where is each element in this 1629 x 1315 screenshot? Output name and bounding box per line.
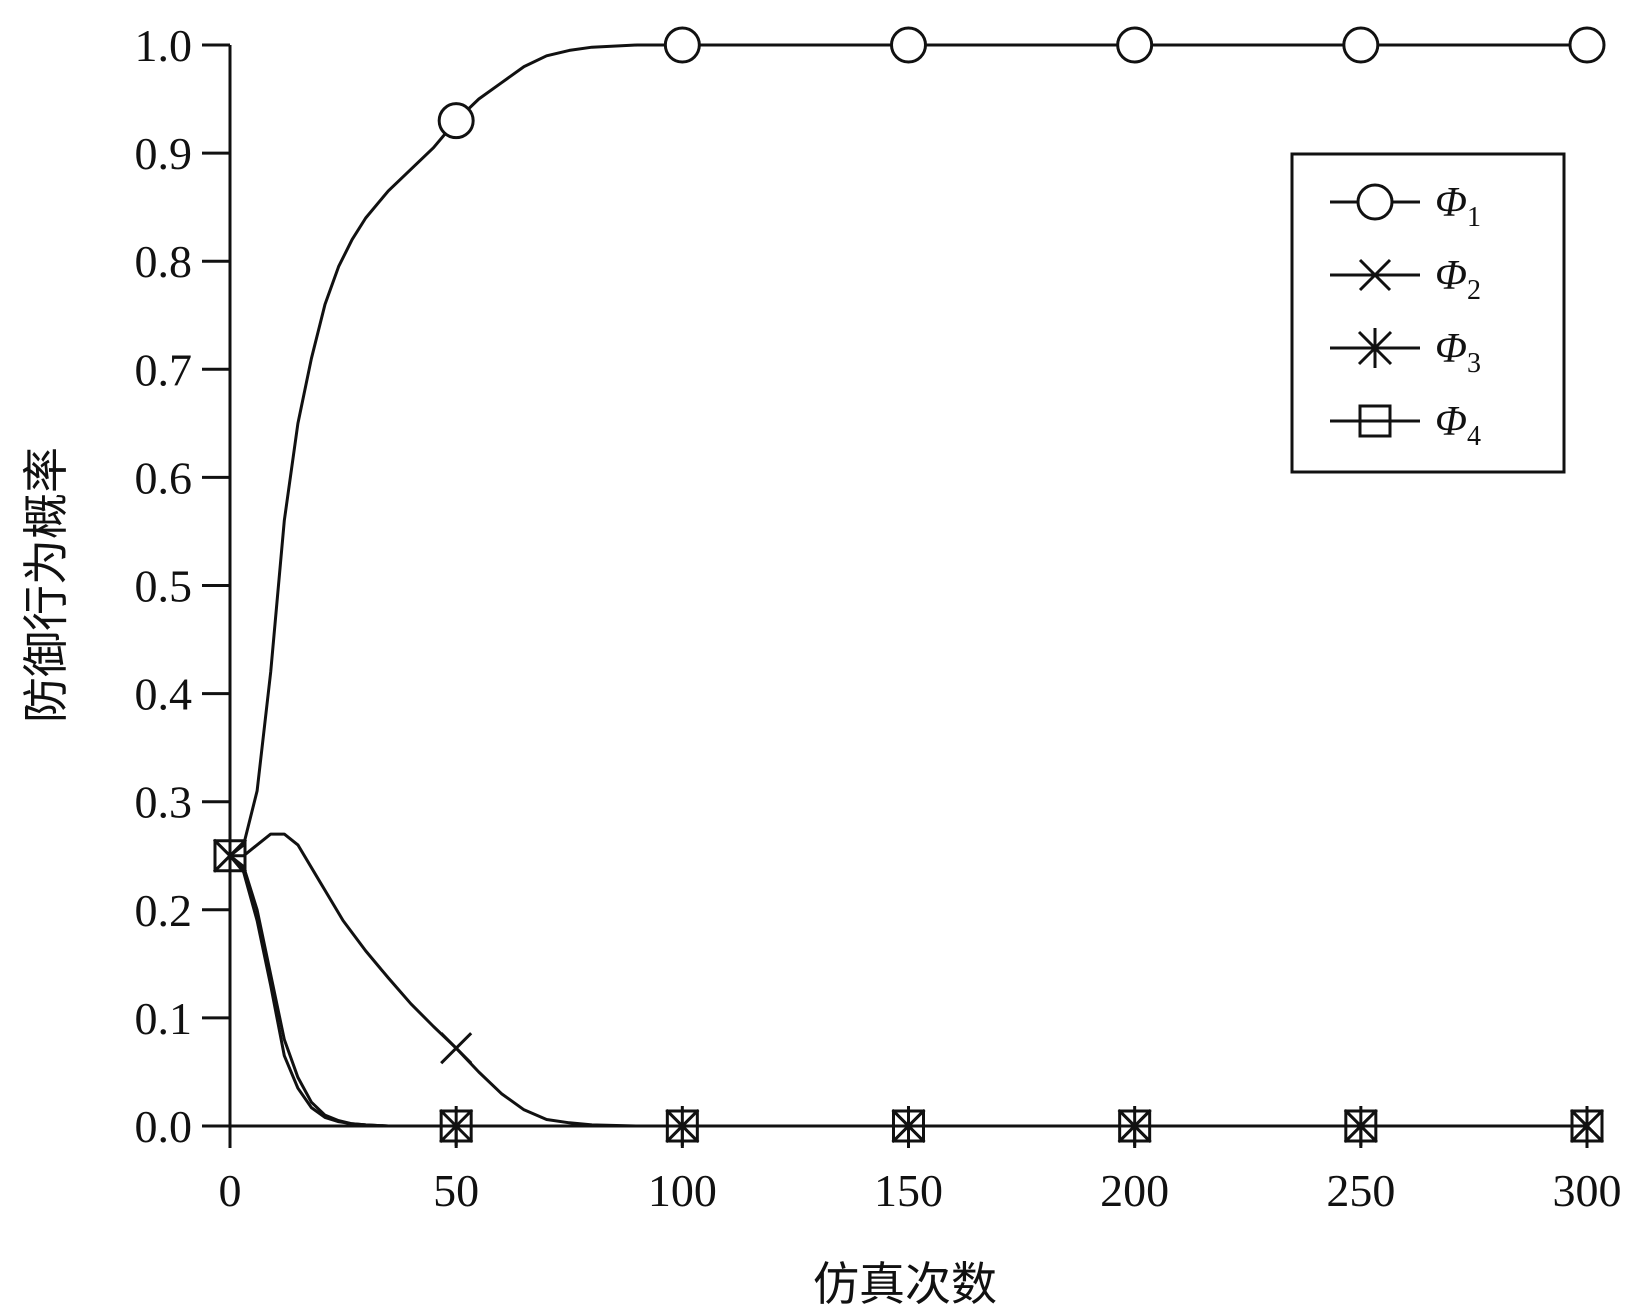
series-asterisk xyxy=(212,835,1605,1146)
square-marker xyxy=(1570,1109,1604,1143)
series-line xyxy=(230,832,1587,1128)
data-point-marker xyxy=(440,1032,473,1065)
series-square xyxy=(213,839,1604,1143)
series-line xyxy=(228,854,1587,1128)
circle-marker xyxy=(1356,183,1394,221)
series-line xyxy=(229,854,1587,1128)
data-point-marker xyxy=(665,1109,699,1143)
x-axis-title: 仿真次数 xyxy=(813,1257,997,1311)
square-marker xyxy=(892,1109,925,1143)
data-point-marker xyxy=(1568,26,1606,64)
circle-marker xyxy=(663,26,701,64)
square-marker xyxy=(1344,1109,1378,1143)
series-circle xyxy=(229,26,1606,857)
circle-marker xyxy=(1568,26,1606,64)
x-tick-label: 50 xyxy=(433,1165,479,1216)
x-tick-label: 200 xyxy=(1100,1165,1169,1216)
square-marker xyxy=(665,1109,699,1143)
data-point-marker xyxy=(1570,1109,1604,1143)
x-tick-label: 250 xyxy=(1326,1165,1395,1216)
circle-marker xyxy=(1116,26,1154,64)
data-point-marker xyxy=(1356,183,1394,221)
series-x xyxy=(213,832,1604,1143)
data-point-marker xyxy=(663,26,701,64)
data-point-marker xyxy=(1358,404,1392,438)
y-tick-label: 0.6 xyxy=(135,452,193,503)
data-point-marker xyxy=(1357,328,1393,368)
circle-marker xyxy=(890,26,927,64)
legend-item: Φ2 xyxy=(1330,253,1481,306)
x-tick-label: 300 xyxy=(1553,1165,1622,1216)
data-point-marker xyxy=(1344,1109,1378,1143)
x-marker-stroke xyxy=(440,1032,473,1065)
y-tick-label: 0.7 xyxy=(135,344,193,395)
y-tick-label: 0.2 xyxy=(135,885,193,936)
y-tick-label: 0.0 xyxy=(135,1101,193,1152)
legend-box xyxy=(1290,152,1566,474)
x-marker-stroke xyxy=(1358,258,1392,292)
x-tick-label: 150 xyxy=(874,1165,943,1216)
square-marker xyxy=(1358,404,1392,438)
series-layer xyxy=(212,26,1606,1146)
legend-label: Φ2 xyxy=(1435,253,1481,306)
x-tick-label: 100 xyxy=(648,1165,717,1216)
data-point-marker xyxy=(213,839,247,873)
y-tick-label: 0.5 xyxy=(135,561,193,612)
circle-marker xyxy=(437,102,475,140)
data-point-marker xyxy=(1358,258,1392,292)
y-tick-label: 0.3 xyxy=(135,777,193,828)
data-point-marker xyxy=(890,26,927,64)
data-point-marker xyxy=(1342,26,1380,64)
data-point-marker xyxy=(1118,1109,1152,1143)
square-marker xyxy=(213,839,247,873)
y-axis-title: 防御行为概率 xyxy=(19,447,73,723)
y-tick-label: 0.1 xyxy=(135,993,193,1044)
square-marker xyxy=(1118,1109,1152,1143)
y-tick-label: 0.9 xyxy=(135,128,193,179)
x-tick-label: 0 xyxy=(219,1165,242,1216)
data-point-marker xyxy=(892,1109,925,1143)
axes: 0.0 0.1 0.2 0.3 0.4 0.5 0.6 0.7 0.8 0.9 1.0 0 50 100 1… xyxy=(135,20,1622,1216)
data-point-marker xyxy=(1116,26,1154,64)
data-point-marker xyxy=(437,102,475,140)
circle-marker xyxy=(1342,26,1380,64)
y-tick-label: 0.8 xyxy=(135,236,193,287)
y-tick-label: 0.4 xyxy=(135,669,193,720)
square-marker xyxy=(439,1109,473,1143)
data-point-marker xyxy=(439,1109,473,1143)
y-tick-label: 1.0 xyxy=(135,20,193,71)
